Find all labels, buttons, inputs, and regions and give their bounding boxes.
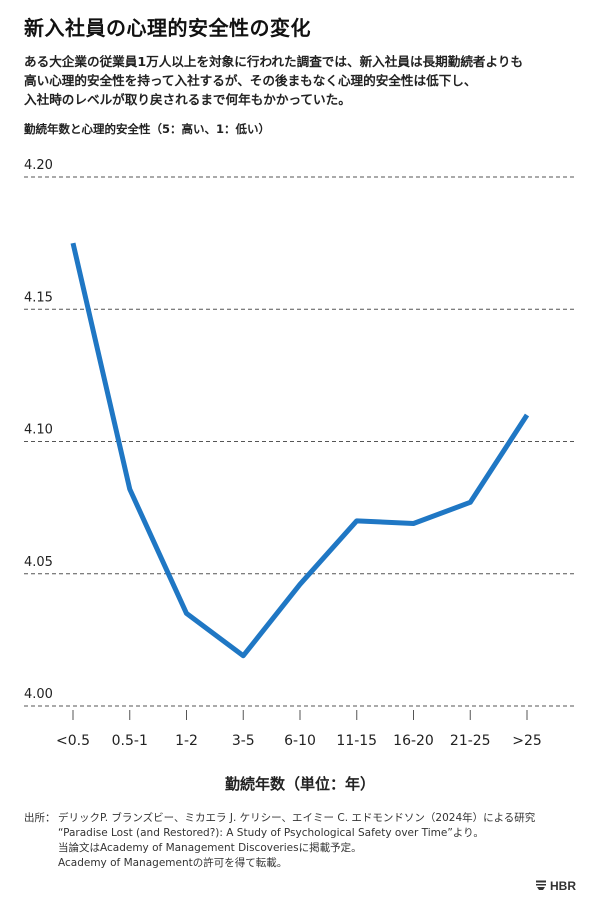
x-tick-label: 1-2 bbox=[175, 733, 198, 749]
hbr-mark-icon bbox=[535, 880, 546, 890]
y-tick-label: 4.15 bbox=[24, 290, 53, 305]
brand-name: HBR bbox=[550, 879, 576, 893]
source-line: “Paradise Lost (and Restored?): A Study … bbox=[58, 827, 484, 839]
line-chart: 4.20 4.15 4.10 4.05 4.00 <0.5 0.5-1 1-2 3-5 6-10 1… bbox=[24, 158, 576, 749]
source-line: Academy of Managementの許可を得て転載。 bbox=[58, 857, 288, 869]
x-tick-label: 21-25 bbox=[450, 733, 491, 749]
x-tick-label: 6-10 bbox=[284, 733, 316, 749]
y-tick-label: 4.05 bbox=[24, 555, 53, 570]
x-tick-label: >25 bbox=[512, 733, 542, 749]
x-axis-title: 勤続年数（単位：年） bbox=[224, 775, 375, 793]
source-note: 出所： デリックP. ブランズビー、ミカエラ J. ケリシー、エイミー C. エ… bbox=[24, 811, 536, 871]
x-tick-label: 11-15 bbox=[336, 733, 377, 749]
lead-line: ある大企業の従業員1万人以上を対象に行われた調査では、新入社員は長期勤続者よりも bbox=[24, 54, 524, 69]
y-tick-label: 4.00 bbox=[24, 687, 53, 702]
x-tick-label: 3-5 bbox=[232, 733, 255, 749]
chart-subtitle: 勤続年数と心理的安全性（5：高い、1：低い） bbox=[24, 122, 271, 136]
y-tick-label: 4.20 bbox=[24, 158, 53, 173]
x-tick-label: 16-20 bbox=[393, 733, 434, 749]
series-line bbox=[70, 242, 530, 659]
lead-line: 高い心理的安全性を持って入社するが、その後まもなく心理的安全性は低下し、 bbox=[24, 73, 477, 88]
x-tick-label: <0.5 bbox=[56, 733, 90, 749]
x-tick-label: 0.5-1 bbox=[112, 733, 148, 749]
lead-text: ある大企業の従業員1万人以上を対象に行われた調査では、新入社員は長期勤続者よりも… bbox=[24, 52, 580, 109]
hbr-logo: HBR bbox=[535, 879, 576, 893]
chart-title: 新入社員の心理的安全性の変化 bbox=[24, 16, 311, 40]
source-line: デリックP. ブランズビー、ミカエラ J. ケリシー、エイミー C. エドモンド… bbox=[58, 812, 536, 824]
source-prefix: 出所： bbox=[24, 812, 56, 824]
source-line: 当論文はAcademy of Management Discoveriesに掲載… bbox=[58, 842, 362, 854]
lead-line: 入社時のレベルが取り戻されるまで何年もかかっていた。 bbox=[24, 92, 351, 107]
y-tick-label: 4.10 bbox=[24, 423, 53, 438]
